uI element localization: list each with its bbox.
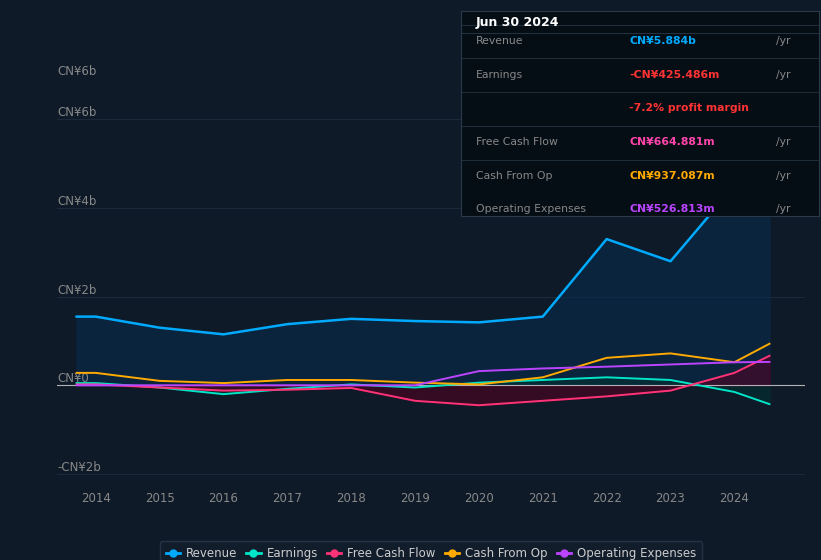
Text: CN¥5.884b: CN¥5.884b <box>629 36 696 46</box>
Text: CN¥2b: CN¥2b <box>57 284 97 297</box>
Text: /yr: /yr <box>776 69 790 80</box>
Text: Free Cash Flow: Free Cash Flow <box>475 137 557 147</box>
Text: Revenue: Revenue <box>475 36 523 46</box>
Text: /yr: /yr <box>776 204 790 214</box>
Text: Earnings: Earnings <box>475 69 523 80</box>
Text: Jun 30 2024: Jun 30 2024 <box>475 16 559 29</box>
Text: CN¥6b: CN¥6b <box>57 106 97 119</box>
Text: /yr: /yr <box>776 171 790 181</box>
Text: /yr: /yr <box>776 36 790 46</box>
Text: CN¥6b: CN¥6b <box>57 66 97 78</box>
Text: Cash From Op: Cash From Op <box>475 171 553 181</box>
Text: CN¥4b: CN¥4b <box>57 195 97 208</box>
Text: CN¥0: CN¥0 <box>57 372 89 385</box>
Legend: Revenue, Earnings, Free Cash Flow, Cash From Op, Operating Expenses: Revenue, Earnings, Free Cash Flow, Cash … <box>159 542 703 560</box>
Text: Operating Expenses: Operating Expenses <box>475 204 585 214</box>
Text: -7.2% profit margin: -7.2% profit margin <box>629 103 750 113</box>
Text: CN¥526.813m: CN¥526.813m <box>629 204 715 214</box>
Text: -CN¥425.486m: -CN¥425.486m <box>629 69 720 80</box>
Text: -CN¥2b: -CN¥2b <box>57 461 101 474</box>
Text: CN¥937.087m: CN¥937.087m <box>629 171 715 181</box>
Text: CN¥664.881m: CN¥664.881m <box>629 137 715 147</box>
Text: /yr: /yr <box>776 137 790 147</box>
